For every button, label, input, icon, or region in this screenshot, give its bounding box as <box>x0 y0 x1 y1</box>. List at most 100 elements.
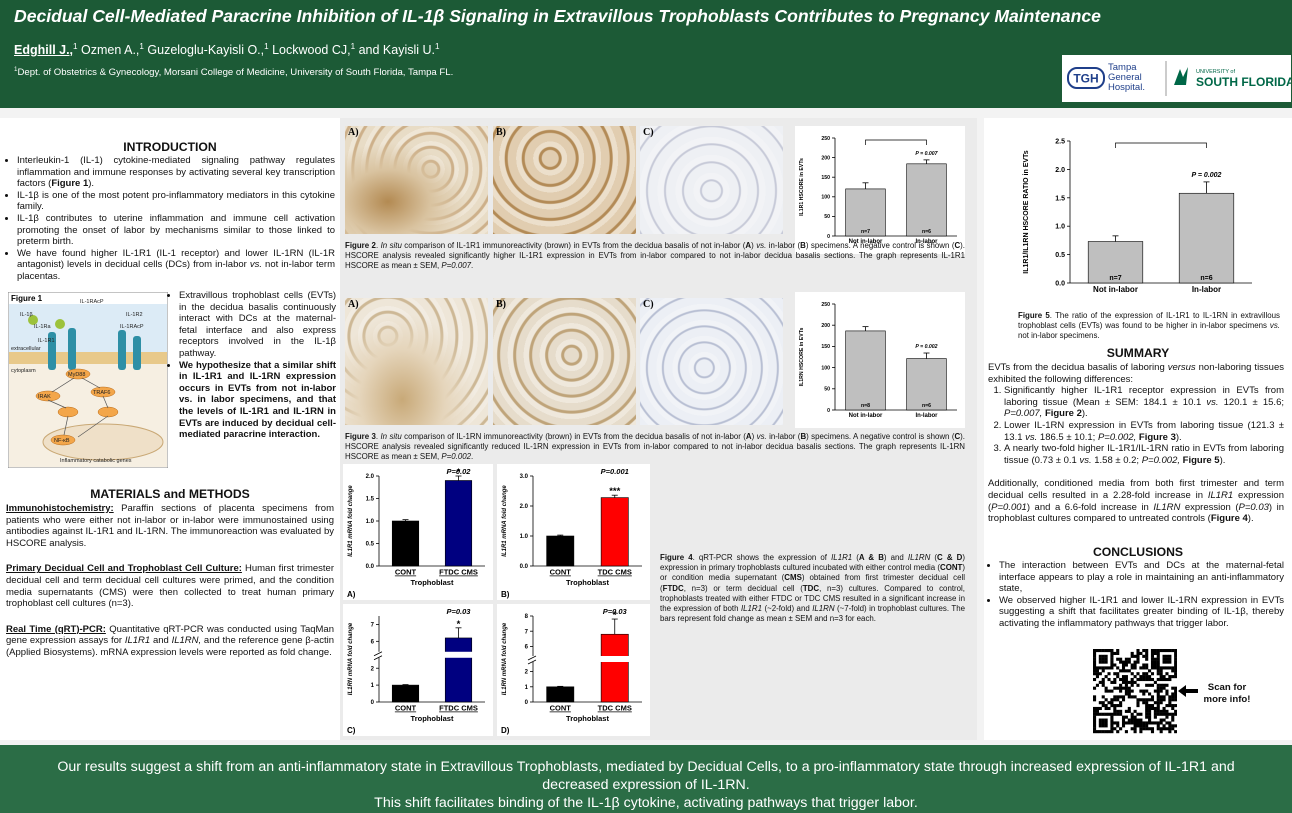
qr-module <box>1127 689 1131 693</box>
text-run: comparison of IL-1R1 immunoreactivity (b… <box>401 241 746 250</box>
qr-module <box>1159 718 1163 722</box>
micrograph: B) <box>493 126 636 234</box>
qr-module <box>1098 672 1102 676</box>
bar <box>546 686 575 703</box>
x-tick-label: In-labor <box>1192 285 1221 294</box>
qr-module <box>1156 663 1160 667</box>
diagram-label: IL-1R1 <box>38 338 55 344</box>
text-run: ) or condition media supernatant ( <box>660 563 965 583</box>
x-tick-label: Not in-labor <box>1093 285 1138 294</box>
qr-module <box>1162 727 1166 731</box>
qr-module <box>1116 666 1120 670</box>
y-tick-label: 250 <box>821 136 830 142</box>
text-run: ) <box>751 432 757 441</box>
qr-module <box>1127 721 1131 725</box>
text-run: vs. <box>1079 454 1092 466</box>
qr-module <box>1174 660 1177 664</box>
qr-module <box>1148 712 1152 716</box>
qr-module <box>1156 651 1160 655</box>
qr-module <box>1133 709 1137 713</box>
x-tick-label: CONT <box>550 704 572 713</box>
text-run: Real Time (qRT)-PCR: <box>6 623 106 635</box>
bar <box>391 520 420 567</box>
qr-module <box>1095 675 1099 679</box>
qr-module <box>1156 669 1160 673</box>
text-run: IL1RN <box>907 553 931 562</box>
footer: Our results suggest a shift from an anti… <box>0 745 1292 813</box>
qr-module <box>1107 712 1111 716</box>
qr-module <box>1171 686 1175 690</box>
qr-module <box>1098 724 1102 728</box>
qr-module <box>1093 712 1097 716</box>
axis-break <box>373 651 485 658</box>
qr-module <box>1156 689 1160 693</box>
arrow-icon <box>1178 685 1198 697</box>
qr-module <box>1139 675 1143 679</box>
qr-module <box>1130 712 1134 716</box>
receptors <box>48 328 141 370</box>
qr-module <box>1168 712 1172 716</box>
qr-module <box>1174 724 1177 728</box>
significance: * <box>457 467 461 478</box>
qr-module <box>1168 730 1172 734</box>
qr-module <box>1130 715 1134 719</box>
qr-module <box>1168 660 1172 664</box>
qr-module <box>1107 672 1111 676</box>
qr-module <box>1113 721 1117 725</box>
qr-module <box>1110 721 1114 725</box>
qr-module <box>1145 657 1149 661</box>
qr-module <box>1121 698 1126 702</box>
text-run: . <box>375 432 381 441</box>
panel-label: D) <box>501 726 510 735</box>
qr-module <box>1113 704 1117 708</box>
qr-module <box>1150 677 1155 682</box>
qr-module <box>1098 701 1102 705</box>
receptor <box>68 328 76 370</box>
bar-break <box>600 656 630 662</box>
qr-module <box>1116 686 1120 690</box>
qr-module <box>1093 669 1097 673</box>
y-tick-label: 1.0 <box>366 519 375 525</box>
p-value: P=0.001 <box>601 467 629 476</box>
qr-module <box>1142 692 1146 696</box>
qr-module <box>1124 689 1128 693</box>
receptor <box>133 336 141 370</box>
qr-module <box>1156 654 1160 658</box>
node <box>90 386 116 398</box>
qr-module <box>1093 718 1097 722</box>
y-tick-label: 2 <box>371 666 375 672</box>
qr-module <box>1104 704 1108 708</box>
qr-module <box>1133 680 1137 684</box>
diagram-label: IRAK <box>38 394 51 400</box>
bar-break <box>444 651 473 658</box>
paragraph: EVTs from the decidua basalis of laborin… <box>988 362 1284 385</box>
qr-module <box>1127 669 1131 673</box>
qr-module <box>1113 686 1117 690</box>
y-tick-label: 0.0 <box>366 564 375 570</box>
qr-module <box>1110 657 1114 661</box>
qr-module <box>1121 677 1126 682</box>
y-tick-label: 0.5 <box>1055 252 1065 259</box>
bar-chart: 0 1 2 6 7 8 IL1RN mRNA fold change CONT TDC CMS *… <box>497 604 650 736</box>
break-mark <box>373 651 383 661</box>
qr-module <box>1162 712 1166 716</box>
text-run: comparison of IL-1RN immunoreactivity (b… <box>401 432 746 441</box>
text-run: Immunohistochemistry: <box>6 503 114 514</box>
qr-module <box>1104 660 1108 664</box>
diagram-label: IL-1Ra <box>34 324 51 330</box>
qr-module <box>1142 677 1146 682</box>
qr-module <box>1159 712 1163 716</box>
qr-module <box>1156 677 1160 682</box>
qr-module <box>1142 663 1146 667</box>
p-value: P = 0.002 <box>1192 172 1222 179</box>
qr-module <box>1159 698 1163 702</box>
bar <box>444 637 473 703</box>
qr-module <box>1116 695 1120 699</box>
text-run: ) in trophoblast cultures compared to un… <box>988 501 1285 525</box>
text-run: Figure 3 <box>1138 431 1176 443</box>
bar-chart: 0 50 100 150 200 250 IL1R1 HSCORE in EVTs Not i… <box>795 126 965 254</box>
qr-module <box>1093 651 1097 655</box>
qr-module <box>1153 712 1157 716</box>
qr-module <box>1101 680 1105 684</box>
qr-module <box>1124 663 1128 667</box>
